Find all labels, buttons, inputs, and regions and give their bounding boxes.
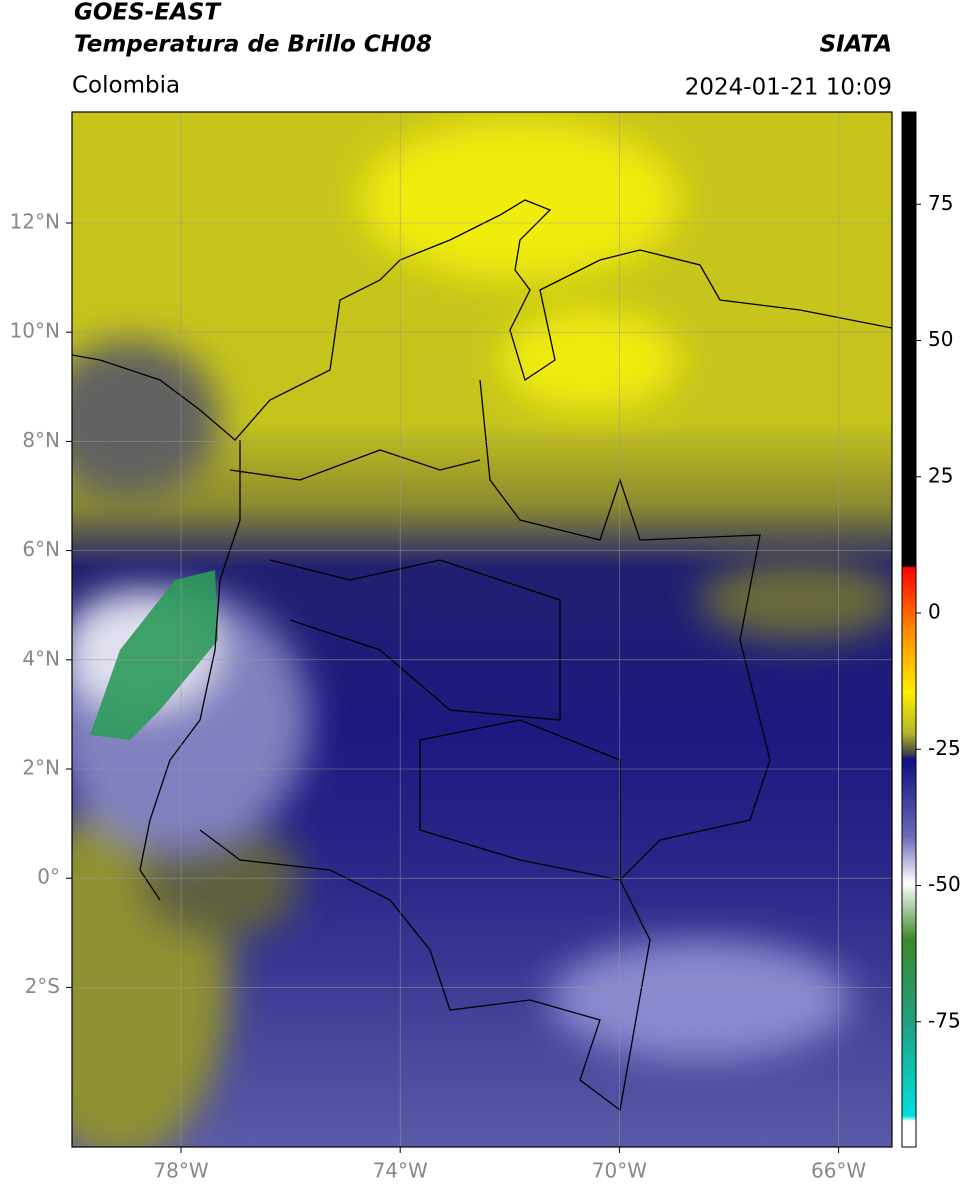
colorbar-label: 50 bbox=[928, 327, 953, 351]
datetime: 2024-01-21 10:09 bbox=[685, 75, 892, 101]
lat-label: 10°N bbox=[10, 319, 60, 343]
lon-label: 78°W bbox=[153, 1159, 208, 1183]
lat-label: 8°N bbox=[22, 428, 60, 452]
lon-label: 74°W bbox=[373, 1159, 428, 1183]
region: Colombia bbox=[72, 73, 180, 99]
colorbar-label: -75 bbox=[928, 1008, 961, 1032]
colorbar-label: -50 bbox=[928, 872, 961, 896]
map-frame bbox=[71, 111, 893, 1148]
satellite-image bbox=[72, 112, 892, 1147]
lat-label: 4°N bbox=[22, 646, 60, 670]
colorbar-label: 75 bbox=[928, 191, 953, 215]
colorbar-label: -25 bbox=[928, 736, 961, 760]
lon-label: 70°W bbox=[592, 1159, 647, 1183]
product: Temperatura de Brillo CH08 bbox=[74, 32, 432, 58]
colorbar-label: 25 bbox=[928, 463, 953, 487]
lat-label: 6°N bbox=[22, 537, 60, 561]
lat-label: 2°N bbox=[22, 756, 60, 780]
lon-label: 66°W bbox=[811, 1159, 866, 1183]
lat-label: 12°N bbox=[10, 210, 60, 234]
colorbar-label: 0 bbox=[928, 600, 941, 624]
satellite: GOES-EAST bbox=[74, 0, 222, 26]
lat-label: 0° bbox=[37, 865, 60, 889]
colorbar bbox=[901, 111, 917, 1148]
lat-label: 2°S bbox=[25, 974, 60, 998]
organization: SIATA bbox=[820, 32, 892, 58]
